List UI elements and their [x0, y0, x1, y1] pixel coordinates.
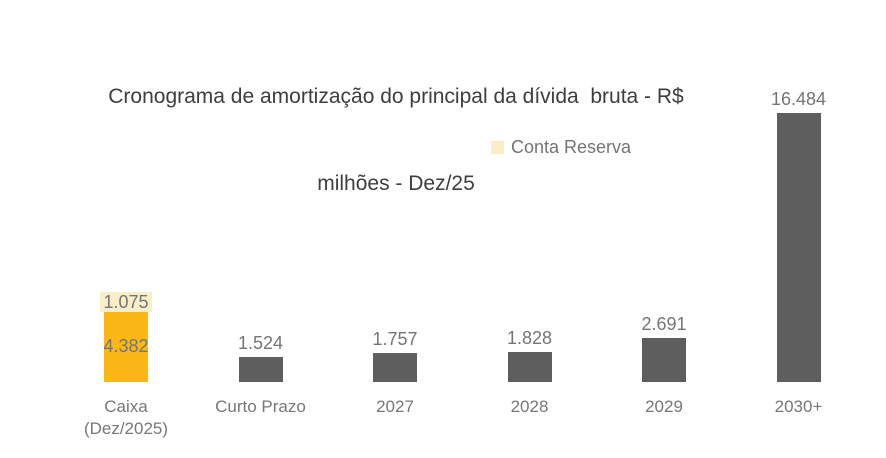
category-label-2028: 2028: [510, 397, 549, 416]
value-label-2027: 1.757: [372, 329, 418, 350]
category-label-curto-prazo: Curto Prazo: [215, 397, 306, 416]
category-label-caixa-dez-2025: Caixa (Dez/2025): [83, 397, 169, 438]
chart-title: Cronograma de amortização do principal d…: [58, 24, 734, 256]
bar-curto-prazo[interactable]: [238, 357, 283, 382]
bar-caixa-dez-2025[interactable]: [104, 310, 148, 382]
value-label-caixa-dez-2025: 4.382: [103, 336, 149, 357]
bar-2030[interactable]: [776, 113, 821, 382]
category-label-2030: 2030+: [774, 397, 823, 416]
legend-label-conta-reserva: Conta Reserva: [511, 137, 632, 157]
value-label-2028: 1.828: [506, 328, 553, 349]
legend-swatch-conta-reserva: [491, 140, 504, 154]
bar-2028[interactable]: [507, 352, 552, 382]
chart-title-line2: milhões - Dez/25: [317, 172, 475, 195]
value-label-caixa-dez-2025-conta-reserva: 1.075: [61, 291, 191, 312]
value-label-2029: 2.691: [641, 314, 687, 335]
category-label-2027: 2027: [376, 397, 414, 416]
chart-title-line1: Cronograma de amortização do principal d…: [108, 85, 684, 108]
legend[interactable]: Conta Reserva: [491, 136, 631, 158]
category-label-2029: 2029: [645, 397, 683, 416]
value-label-2030: 16.484: [770, 89, 827, 109]
bar-2029[interactable]: [642, 338, 686, 382]
bar-2027[interactable]: [373, 353, 417, 382]
value-label-curto-prazo: 1.524: [237, 333, 284, 354]
